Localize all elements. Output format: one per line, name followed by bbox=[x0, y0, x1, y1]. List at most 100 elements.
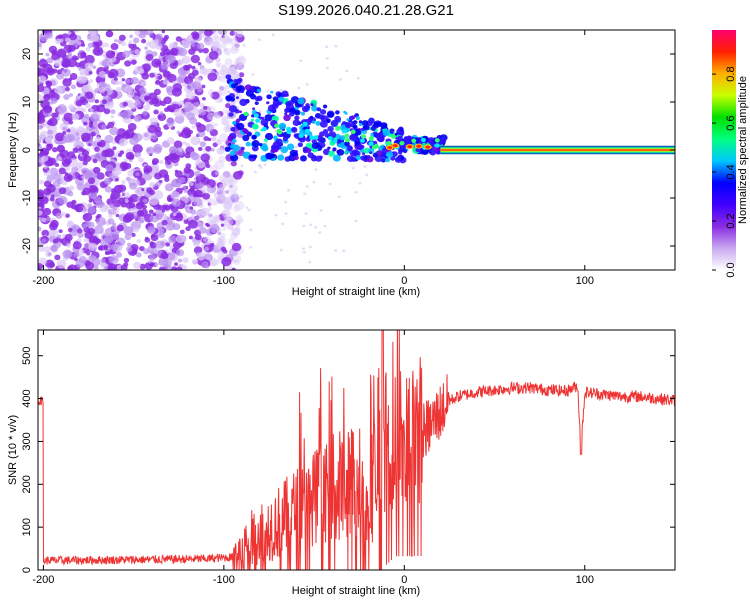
spectrogram-cell bbox=[223, 48, 228, 52]
spectrogram-cell bbox=[177, 58, 185, 65]
spectrogram-cell bbox=[174, 262, 179, 266]
spectrogram-cell bbox=[368, 141, 374, 146]
spectrogram-cell bbox=[259, 166, 263, 169]
spectrogram-cell bbox=[40, 194, 44, 198]
spectrogram-cell bbox=[89, 108, 94, 113]
spectrogram-cell bbox=[88, 242, 98, 252]
spectrogram-cell bbox=[251, 73, 255, 76]
spectrogram-cell bbox=[239, 110, 243, 114]
y-tick-label: 20 bbox=[21, 48, 33, 60]
spectrogram-cell bbox=[105, 50, 116, 59]
spectrogram-cell bbox=[397, 128, 401, 132]
spectrogram-cell bbox=[173, 108, 184, 118]
x-tick-label: 0 bbox=[401, 275, 407, 287]
spectrogram-cell bbox=[154, 172, 162, 180]
spectrogram-cell bbox=[345, 69, 349, 73]
spectrogram-cell bbox=[201, 184, 213, 194]
spectrogram-cell bbox=[166, 137, 175, 145]
spectrogram-cell bbox=[80, 51, 87, 58]
spectrogram-cell bbox=[221, 257, 232, 267]
spectrogram-cell bbox=[46, 216, 51, 221]
spectrogram-cell bbox=[173, 156, 178, 160]
spectrogram-cell bbox=[330, 119, 339, 127]
spectrogram-cell bbox=[136, 252, 142, 258]
signal-band bbox=[440, 149, 675, 151]
spectrogram-cell bbox=[186, 112, 195, 121]
spectrogram-cell bbox=[92, 195, 96, 200]
spectrogram-cell bbox=[271, 102, 279, 110]
spectrogram-cell bbox=[45, 250, 53, 258]
spectrogram-cell bbox=[175, 234, 185, 244]
spectrogram-cell bbox=[202, 192, 211, 200]
spectrogram-cell bbox=[87, 206, 96, 214]
spectrogram-cell bbox=[191, 65, 196, 70]
spectrogram-cell bbox=[47, 129, 53, 135]
spectrogram-cell bbox=[227, 90, 231, 94]
spectrogram-cell bbox=[164, 183, 174, 192]
spectrogram-cell bbox=[41, 64, 46, 68]
spectrogram-cell bbox=[277, 129, 283, 135]
spectrogram-cell bbox=[274, 123, 280, 129]
spectrogram-cell bbox=[258, 142, 263, 147]
spectrogram-cell bbox=[159, 160, 164, 164]
spectrogram-cell bbox=[94, 99, 100, 104]
spectrogram-cell bbox=[53, 173, 63, 182]
spectrogram-cell bbox=[332, 148, 336, 152]
spectrogram-cell bbox=[100, 258, 106, 263]
spectrogram-cell bbox=[228, 142, 232, 146]
spectrogram-cell bbox=[44, 94, 48, 98]
spectrogram-cell bbox=[143, 248, 150, 255]
spectrogram-cell bbox=[177, 258, 183, 263]
spectrogram-cell bbox=[208, 50, 219, 60]
spectrogram-cell bbox=[221, 210, 230, 218]
spectrogram-cell bbox=[139, 87, 147, 94]
spectrogram-cell bbox=[46, 67, 55, 76]
spectrogram-cell bbox=[45, 136, 53, 144]
spectrogram-cell bbox=[252, 154, 258, 159]
spectrogram-cell bbox=[225, 95, 233, 102]
spectrogram-cell bbox=[168, 54, 176, 62]
spectrogram-cell bbox=[200, 153, 210, 162]
spectrogram-cell bbox=[41, 217, 47, 223]
spectrogram-cell bbox=[325, 45, 329, 49]
spectrogram-cell bbox=[153, 39, 160, 45]
spectrogram-cell bbox=[235, 86, 240, 90]
spectrogram-cell bbox=[210, 148, 215, 152]
spectrogram-cell bbox=[336, 148, 345, 156]
spectrogram-x-ticks: -200 -100 0 100 bbox=[32, 30, 594, 287]
spectrogram-cell bbox=[105, 30, 114, 38]
spectrogram-cell bbox=[133, 227, 139, 233]
spectrogram-cell bbox=[203, 136, 209, 142]
colorbar: 0.0 0.2 0.4 0.6 0.8 Normalized spectral ampl… bbox=[712, 30, 749, 278]
spectrogram-cell bbox=[231, 138, 237, 143]
spectrogram-cell bbox=[50, 197, 55, 202]
hot-spot bbox=[392, 144, 398, 148]
spectrogram-cell bbox=[293, 133, 298, 138]
spectrogram-cell bbox=[64, 86, 70, 92]
spectrogram-cell bbox=[201, 97, 206, 101]
spectrogram-cell bbox=[96, 104, 106, 113]
spectrogram-cell bbox=[324, 133, 330, 138]
spectrogram-cell bbox=[38, 245, 46, 252]
spectrogram-cell bbox=[143, 104, 151, 111]
spectrogram-cell bbox=[328, 150, 335, 157]
spectrogram-cell bbox=[193, 246, 203, 255]
spectrogram-cell bbox=[439, 137, 447, 144]
spectrogram-cell bbox=[302, 224, 306, 228]
spectrogram-cell bbox=[230, 160, 237, 167]
spectrogram-cell bbox=[293, 155, 299, 161]
spectrogram-cell bbox=[286, 129, 292, 135]
spectrogram-cell bbox=[421, 148, 429, 155]
spectrogram-cell bbox=[95, 216, 107, 227]
spectrogram-cell bbox=[95, 215, 100, 219]
spectrogram-cell bbox=[178, 100, 185, 106]
spectrogram-cell bbox=[422, 142, 426, 147]
spectrogram-cell bbox=[176, 249, 185, 257]
spectrogram-cell bbox=[83, 84, 92, 93]
spectrogram-cell bbox=[216, 63, 221, 68]
spectrogram-cell bbox=[157, 75, 162, 80]
spectrogram-cell bbox=[193, 240, 200, 247]
spectrogram-cell bbox=[83, 238, 88, 243]
spectrogram-cell bbox=[373, 131, 378, 136]
spectrogram-cell bbox=[235, 215, 243, 222]
